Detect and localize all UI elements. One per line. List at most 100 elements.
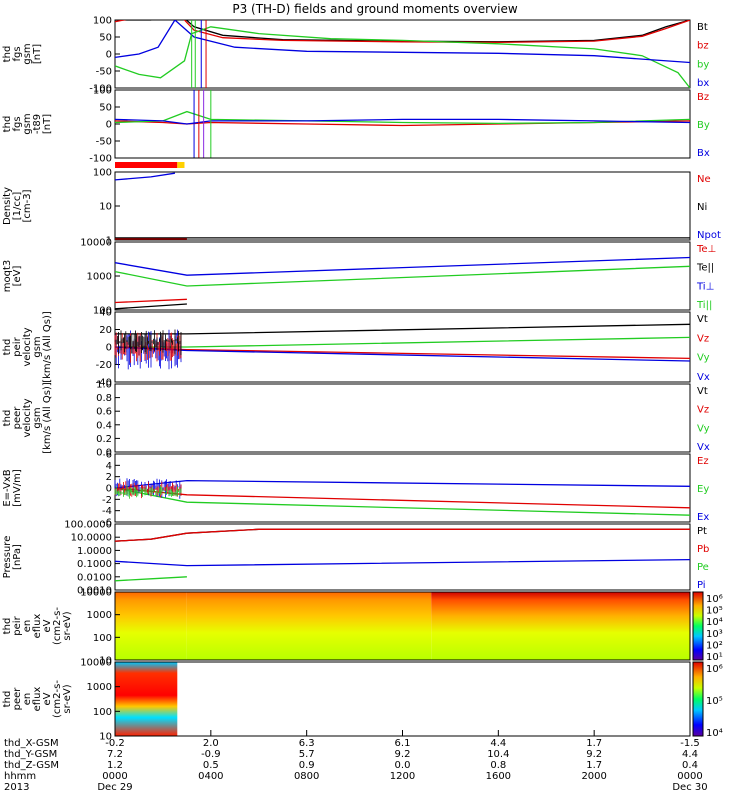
y-axis-label: thd: [2, 339, 13, 356]
footer-value: 0.0: [395, 760, 411, 771]
status-bar: [115, 162, 178, 168]
series-line-bx: [115, 20, 690, 64]
panel-frame: [114, 383, 691, 453]
y-axis-label: thd: [2, 691, 13, 708]
series-line-by: [115, 26, 690, 88]
y-tick-label: 10.0000: [71, 533, 112, 544]
series-line-Vz: [115, 346, 690, 360]
series-line-Ti⊥: [115, 256, 690, 276]
legend-entry: Vz: [697, 333, 709, 344]
legend-entry: Pi: [697, 580, 706, 591]
y-axis-label: Pressure: [2, 536, 13, 579]
colorbar-tick-label: 10⁶: [706, 664, 723, 675]
chart-title: P3 (TH-D) fields and ground moments over…: [232, 2, 518, 16]
series-line-Pe: [115, 576, 187, 582]
y-tick-label: 40: [99, 308, 112, 319]
legend-entry: Pe: [697, 562, 709, 573]
legend-entry: Vt: [697, 314, 708, 325]
y-axis-label: eflux: [32, 614, 43, 639]
footer-value: 2000: [581, 771, 606, 782]
y-tick-label: 2: [106, 472, 112, 483]
y-axis-label: peir: [12, 615, 23, 635]
footer-value: 0.9: [299, 760, 315, 771]
y-axis-label: eV: [42, 692, 53, 705]
series-line-Ex: [115, 479, 690, 489]
series-line-Vt: [115, 323, 690, 335]
colorbar-tick-label: 10¹: [706, 652, 723, 663]
y-axis-label: gsm: [32, 336, 43, 357]
footer-value: 0000: [102, 771, 127, 782]
y-tick-label: 0.4: [96, 420, 112, 431]
panel-frame: [114, 89, 691, 159]
y-tick-label: 0.0100: [77, 572, 112, 583]
footer-value: 7.2: [107, 749, 123, 760]
y-tick-label: 10: [99, 656, 112, 667]
legend-entry: bx: [697, 78, 709, 89]
y-axis-label: [1/cc]: [12, 192, 23, 221]
colorbar-tick-label: 10²: [706, 640, 723, 651]
y-tick-label: 0: [106, 343, 112, 354]
legend-entry: bz: [697, 41, 709, 52]
y-tick-label: 100: [93, 86, 112, 97]
y-tick-label: 0.2: [96, 434, 112, 445]
y-axis-label: fgs: [12, 46, 23, 61]
footer-value: 0.5: [203, 760, 219, 771]
legend-entry: Ti||: [696, 300, 712, 311]
spectrogram-block: [431, 592, 690, 660]
y-tick-label: 0.1000: [77, 559, 112, 570]
y-axis-label: eV: [42, 619, 53, 632]
legend-entry: Vt: [697, 386, 708, 397]
y-axis-label: velocity: [22, 327, 33, 366]
footer-value: -0.9: [201, 749, 221, 760]
footer-row-label: thd_X-GSM: [4, 738, 59, 749]
y-tick-label: 0.0: [96, 448, 112, 459]
series-line-bz: [115, 20, 690, 44]
footer-row-label: thd_Y-GSM: [4, 749, 57, 760]
y-tick-label: 0: [106, 120, 112, 131]
legend-entry: By: [697, 120, 710, 131]
noise-burst: [114, 329, 182, 355]
y-tick-label: 100: [93, 306, 112, 317]
footer-row-label: thd_Z-GSM: [4, 760, 59, 771]
y-tick-label: 10: [99, 202, 112, 213]
y-tick-label: 100: [93, 168, 112, 179]
y-axis-label: thd: [2, 116, 13, 133]
y-axis-label: Density: [2, 187, 13, 225]
spectrogram-block: [115, 662, 178, 736]
y-axis-label: eflux: [32, 687, 43, 712]
series-line-Pb: [115, 528, 690, 542]
y-axis-label: peir: [12, 336, 23, 356]
y-axis-label: moqt3: [2, 260, 13, 293]
y-tick-label: 0.0010: [77, 586, 112, 597]
colorbar-tick-label: 10⁴: [706, 728, 723, 739]
colorbar: [692, 591, 704, 661]
y-tick-label: 10: [99, 732, 112, 743]
colorbar-tick-label: 10⁶: [706, 594, 723, 605]
colorbar: [692, 661, 704, 737]
legend-entry: Vz: [697, 405, 709, 416]
y-tick-label: 1000: [87, 610, 112, 621]
y-axis-label: gsm: [22, 113, 33, 134]
y-tick-label: 1000: [87, 272, 112, 283]
y-tick-label: 50: [99, 103, 112, 114]
noise-burst: [114, 485, 182, 499]
y-tick-label: 4: [106, 461, 112, 472]
footer-date-start: Dec 29: [97, 782, 132, 793]
legend-entry: Ey: [697, 484, 709, 495]
panel-6: 1.0 0.8 0.6 0.4 0.2 0.0 thd peer velocity gsm [km/…: [2, 380, 710, 459]
y-tick-label: 0.6: [96, 407, 112, 418]
footer-value: 6.1: [395, 738, 411, 749]
y-tick-label: -6: [102, 518, 112, 529]
legend-entry: Ne: [697, 174, 711, 185]
panel-frame: [114, 591, 691, 661]
y-tick-label: -40: [96, 378, 112, 389]
y-tick-label: 1.0000: [77, 546, 112, 557]
y-axis-label: velocity: [22, 398, 33, 437]
footer-value: 2.0: [203, 738, 219, 749]
y-tick-label: -20: [96, 360, 112, 371]
y-tick-label: 10000: [80, 238, 112, 249]
series-line-Te⊥: [115, 298, 187, 304]
footer-value: 0.8: [490, 760, 506, 771]
y-tick-label: 1.0: [96, 380, 112, 391]
y-axis-label: peer: [12, 406, 23, 430]
